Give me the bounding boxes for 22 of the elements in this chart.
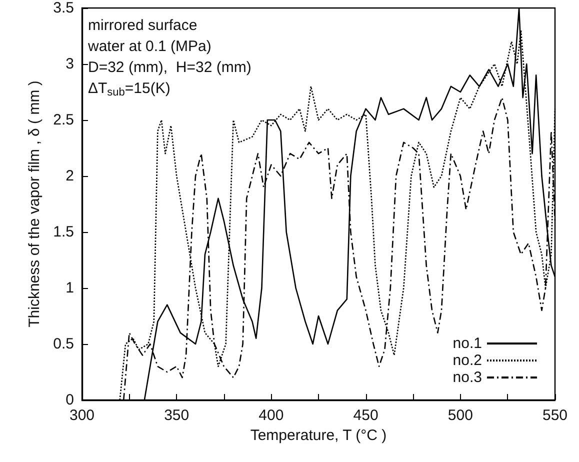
legend-label: no.1 bbox=[452, 335, 482, 352]
annotation: D=32 (mm), H=32 (mm) bbox=[88, 59, 252, 76]
x-tick-label: 450 bbox=[353, 407, 378, 424]
y-tick-label: 3 bbox=[66, 56, 74, 72]
x-tick-label: 400 bbox=[258, 407, 284, 424]
y-tick-label: 0.5 bbox=[53, 336, 74, 352]
legend-label: no.3 bbox=[452, 369, 482, 386]
annotation: mirrored surface bbox=[88, 17, 198, 34]
y-tick-label: 2 bbox=[66, 168, 74, 184]
x-tick-label: 300 bbox=[69, 407, 95, 424]
y-axis-title: Thickness of the vapor film , δ ( mm ) bbox=[26, 80, 44, 328]
annotation: water at 0.1 (MPa) bbox=[87, 38, 212, 55]
y-tick-label: 2.5 bbox=[53, 112, 74, 128]
legend-label: no.2 bbox=[452, 352, 482, 369]
x-axis-title: Temperature, T (°C ) bbox=[250, 427, 387, 444]
y-tick-label: 1 bbox=[66, 280, 74, 296]
x-tick-label: 550 bbox=[542, 407, 568, 424]
y-tick-label: 0 bbox=[66, 392, 74, 408]
y-tick-label: 3.5 bbox=[53, 0, 74, 16]
x-tick-label: 500 bbox=[448, 407, 473, 424]
x-tick-label: 350 bbox=[164, 407, 190, 424]
y-tick-label: 1.5 bbox=[53, 224, 74, 240]
